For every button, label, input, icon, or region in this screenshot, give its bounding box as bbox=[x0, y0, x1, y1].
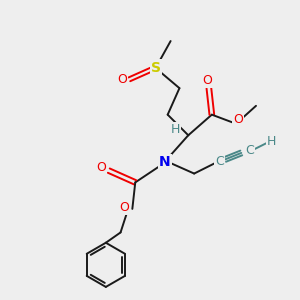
Text: C: C bbox=[215, 155, 224, 168]
Text: O: O bbox=[97, 161, 106, 174]
Text: N: N bbox=[159, 155, 170, 169]
Text: S: S bbox=[151, 61, 161, 75]
Text: O: O bbox=[119, 201, 129, 214]
Text: O: O bbox=[117, 73, 127, 86]
Text: H: H bbox=[267, 135, 276, 148]
Text: H: H bbox=[170, 123, 180, 136]
Text: O: O bbox=[202, 74, 212, 87]
Text: C: C bbox=[246, 144, 254, 157]
Text: O: O bbox=[233, 112, 243, 126]
